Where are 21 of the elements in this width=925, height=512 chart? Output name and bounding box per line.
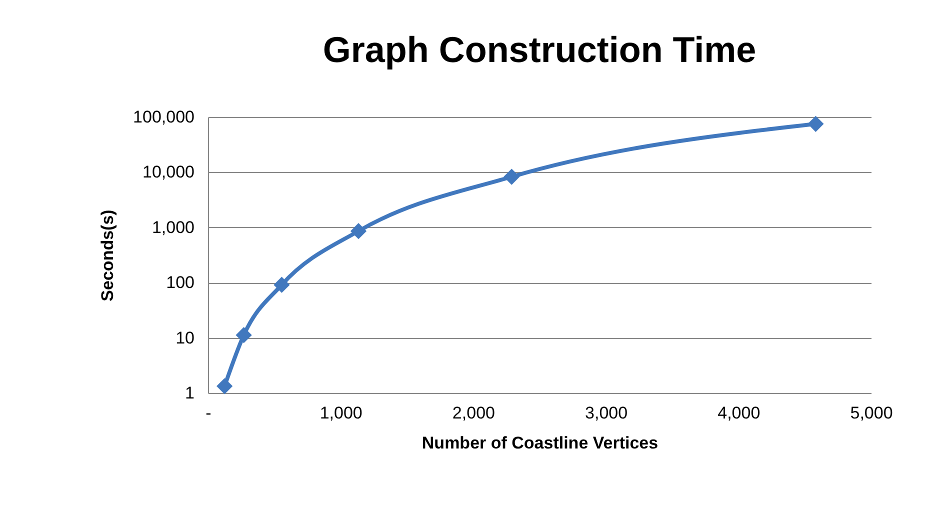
chart-title: Graph Construction Time: [322, 29, 756, 70]
y-axis-title: Seconds(s): [98, 210, 118, 302]
y-tick-label: 10: [176, 328, 194, 348]
y-tick-label: 100,000: [133, 108, 194, 126]
y-tick-label: 10,000: [142, 162, 194, 182]
point: [808, 116, 824, 132]
x-tick-label: 2,000: [452, 404, 495, 422]
point: [350, 223, 367, 240]
y-tick-label: 1: [185, 384, 194, 402]
x-tick-label: 3,000: [585, 404, 628, 422]
x-tick-label: 5,000: [850, 404, 893, 422]
y-tick-label: 100: [166, 273, 194, 292]
x-tick-label: -: [206, 404, 212, 422]
x-axis-title: Number of Coastline Vertices: [422, 434, 658, 452]
point: [236, 327, 252, 344]
x-tick-label: 1,000: [320, 404, 362, 422]
point: [216, 378, 233, 394]
point: [274, 276, 290, 293]
point: [504, 168, 520, 185]
x-tick-label: 4,000: [718, 404, 760, 422]
y-tick-label: 1,000: [152, 218, 194, 237]
